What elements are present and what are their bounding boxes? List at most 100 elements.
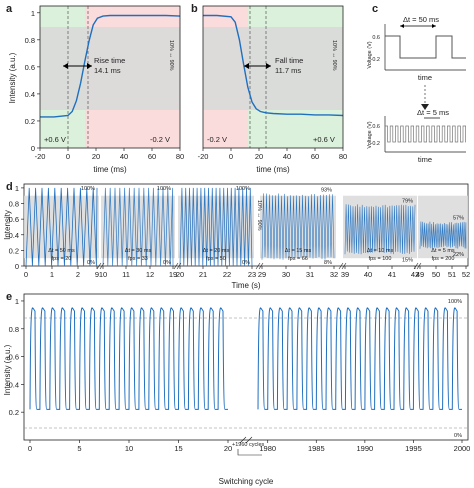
panel-b-xtick-label: 20 bbox=[255, 152, 263, 161]
panel-e-xtick-label: 0 bbox=[28, 444, 32, 453]
panel-c-top-ylabel: Voltage (V) bbox=[367, 41, 373, 68]
panel-d-xtick-label: 51 bbox=[448, 270, 456, 279]
panel-d-xtick-label: 11 bbox=[122, 270, 130, 279]
panel-e-xtick-label: 5 bbox=[77, 444, 81, 453]
panel-a-ytick-label: 0.2 bbox=[25, 117, 35, 126]
panel-d-xtick-label: 2 bbox=[76, 270, 80, 279]
panel-d-xtick-label: 32 bbox=[330, 270, 338, 279]
panel-c-top-xlabel: time bbox=[418, 73, 432, 82]
panel-b-trace bbox=[203, 14, 344, 117]
panel-d-ytick-label: 0 bbox=[15, 262, 19, 271]
panel-d-dt-label: Δt = 5 ms bbox=[431, 248, 455, 254]
panel-d-trace-segment bbox=[344, 204, 416, 255]
panel-e-frame bbox=[23, 293, 469, 441]
panel-e-lo-label: 0% bbox=[454, 433, 462, 439]
panel-e-xtick-label: 10 bbox=[125, 444, 133, 453]
panel-d-axis-break bbox=[338, 262, 344, 270]
panel-c-top-waveform bbox=[385, 35, 466, 59]
panel-d-ytick-label: 0.2 bbox=[9, 246, 19, 255]
panel-e-label: e bbox=[6, 291, 12, 303]
panel-d-ytick-label: 0.4 bbox=[9, 231, 19, 240]
panel-e-trace bbox=[29, 307, 462, 410]
panel-d-hi-label: 57% bbox=[453, 215, 464, 221]
panel-d-lo-label: 8% bbox=[324, 260, 332, 266]
panel-d-axis-break bbox=[341, 262, 347, 270]
panel-d-xtick-label: 19 bbox=[169, 270, 177, 279]
panel-a-right-voltage: -0.2 V bbox=[150, 135, 170, 144]
panel-a-ytick-label: 0.8 bbox=[25, 36, 35, 45]
panel-e-xtick-label: 20 bbox=[224, 444, 232, 453]
panel-a-left-voltage: +0.6 V bbox=[44, 135, 66, 144]
panel-d-axis-break bbox=[258, 262, 264, 270]
panel-b-xlabel: time (ms) bbox=[256, 165, 290, 174]
panel-a-annotation-1: Rise time bbox=[94, 56, 125, 65]
panel-b-xtick-label: -20 bbox=[198, 152, 209, 161]
panel-e-axis-break bbox=[245, 436, 253, 444]
panel-c-top-ytick-2: -0.2 bbox=[371, 57, 380, 63]
panel-e-hi-label: 100% bbox=[448, 299, 462, 305]
panel-a-xtick-label: 60 bbox=[148, 152, 156, 161]
panel-d-dt-label: Δt = 15 ms bbox=[285, 248, 312, 254]
panel-e-ytick-label: 0.2 bbox=[9, 408, 19, 417]
panel-d-fps-label: fps = 66 bbox=[288, 256, 308, 262]
panel-d-hi-label: 100% bbox=[236, 186, 250, 192]
panel-a-xtick-label: -20 bbox=[35, 152, 46, 161]
panel-d-xlabel: Time (s) bbox=[231, 281, 260, 290]
panel-d-lo-label: 0% bbox=[87, 260, 95, 266]
panel-e-xtick-label: 1980 bbox=[259, 444, 276, 453]
panel-d-trace-segment bbox=[261, 193, 335, 260]
panel-c-label: c bbox=[372, 3, 378, 15]
panel-e-xtick-label: 2000 bbox=[454, 444, 471, 453]
panel-d-xtick-label: 29 bbox=[258, 270, 266, 279]
panel-d-trace-segment bbox=[102, 187, 174, 267]
panel-e-xtick-label: 1985 bbox=[308, 444, 325, 453]
panel-d-lo-label: 15% bbox=[402, 257, 413, 263]
panel-a-ytick-label: 0 bbox=[31, 144, 35, 153]
panel-d-hi-label: 100% bbox=[157, 186, 171, 192]
panel-d-axis-break bbox=[96, 262, 102, 270]
panel-d-xtick-label: 10 bbox=[99, 270, 107, 279]
panel-d-xtick-label: 40 bbox=[364, 270, 372, 279]
panel-b-frame bbox=[202, 5, 344, 149]
panel-d-hi-label: 100% bbox=[81, 186, 95, 192]
panel-d-lo-label: 22% bbox=[453, 252, 464, 258]
panel-c-schematic: Δt = 50 ms 0.6 -0.2 Voltage (V) time Δt … bbox=[367, 15, 466, 164]
panel-e-ylabel: Intensity (a.u.) bbox=[3, 344, 12, 395]
panel-a-ylabel: Intensity (a.u.) bbox=[8, 52, 17, 103]
panel-c-bottom-ytick-2: -0.2 bbox=[371, 141, 380, 147]
panel-d-dt-label: Δt = 20 ms bbox=[203, 248, 230, 254]
panel-a-gray-band bbox=[40, 27, 180, 110]
panel-d-lo-label: 0% bbox=[163, 260, 171, 266]
panel-d-axis-break bbox=[99, 262, 105, 270]
panel-d-xtick-label: 9 bbox=[95, 270, 99, 279]
panel-d-trace-segment bbox=[419, 221, 467, 249]
panel-c-bottom-dt: Δt = 5 ms bbox=[417, 108, 449, 117]
panel-d-side-label: 10% ↔ 90% bbox=[256, 200, 262, 231]
panel-b-xtick-label: 40 bbox=[283, 152, 291, 161]
panel-b-annotation-1: Fall time bbox=[275, 56, 303, 65]
panel-a-ytick-label: 0.6 bbox=[25, 63, 35, 72]
panel-d-fps-label: fps = 200 bbox=[432, 256, 455, 262]
panel-d-xtick-label: 23 bbox=[248, 270, 256, 279]
panel-a-trace bbox=[40, 14, 181, 118]
panel-b-left-voltage: -0.2 V bbox=[207, 135, 227, 144]
panel-d-axis-break bbox=[416, 262, 422, 270]
panel-e-ytick-label: 0.8 bbox=[9, 325, 19, 334]
panel-e-break-note: +1960 cycles bbox=[232, 442, 265, 448]
panel-a-plot: Rise time 14.1 ms +0.6 V -0.2 V 10% ↔ 90… bbox=[8, 5, 181, 174]
panel-d-axis-break bbox=[173, 262, 179, 270]
panel-d-xtick-label: 20 bbox=[176, 270, 184, 279]
panel-c-bottom-waveform bbox=[385, 125, 466, 143]
panel-b-gray-band bbox=[203, 27, 343, 110]
panel-d-lo-label: 0% bbox=[242, 260, 250, 266]
panel-d-label: d bbox=[6, 181, 13, 193]
panel-d-hi-label: 79% bbox=[402, 198, 413, 204]
panel-a-xtick-label: 80 bbox=[176, 152, 184, 161]
panel-d-xtick-label: 1 bbox=[50, 270, 54, 279]
panel-e-plot: 0.20.40.60.810 5 10 15 20 1980 1985 1990 1995 200… bbox=[3, 293, 471, 486]
panel-d-ytick-label: 1 bbox=[15, 184, 19, 193]
panel-e-ytick-label: 0.6 bbox=[9, 353, 19, 362]
panel-b-side-label: 10% ↔ 90% bbox=[331, 40, 337, 71]
panel-d-ytick-label: 0.6 bbox=[9, 215, 19, 224]
panel-d-xtick-label: 21 bbox=[199, 270, 207, 279]
